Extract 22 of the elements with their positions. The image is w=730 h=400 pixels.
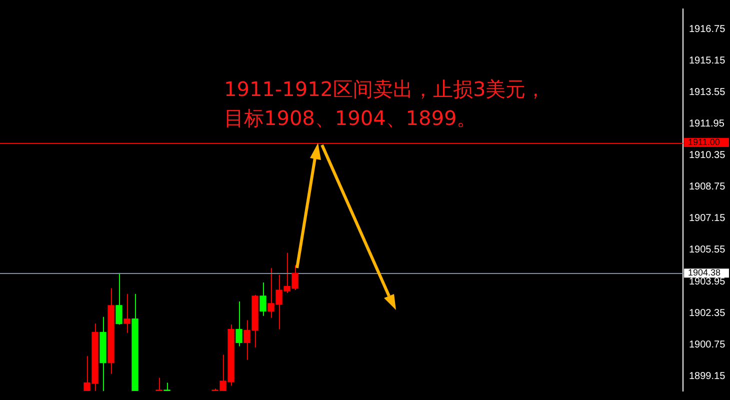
y-tick-label: 1905.55: [689, 244, 726, 256]
candlestick: [124, 293, 130, 334]
ref-line-label: 1904.38: [688, 268, 721, 278]
y-tick-label: 1913.55: [689, 86, 726, 98]
y-tick-label: 1911.95: [689, 118, 725, 130]
candlestick: [260, 282, 266, 316]
y-tick-label: 1903.95: [689, 276, 726, 288]
ref-line-label: 1911.00: [688, 136, 720, 147]
annotation: 1911-1912区间卖出，止损3美元，: [224, 77, 546, 101]
candlestick: [236, 300, 242, 347]
candlestick: [116, 272, 122, 326]
y-tick-label: 1916.75: [689, 24, 726, 35]
annotation: 目标1908、1904、1899。: [224, 106, 477, 130]
y-tick-label: 1899.15: [689, 370, 726, 382]
y-tick-label: 1900.75: [689, 339, 726, 350]
candlestick: [164, 382, 170, 391]
y-tick-label: 1902.35: [689, 308, 726, 319]
y-tick-label: 1908.75: [689, 182, 726, 193]
y-tick-label: 1907.15: [689, 213, 726, 224]
candlestick: [156, 377, 162, 391]
y-tick-label: 1910.35: [689, 150, 726, 162]
y-tick-label: 1915.15: [689, 55, 726, 66]
